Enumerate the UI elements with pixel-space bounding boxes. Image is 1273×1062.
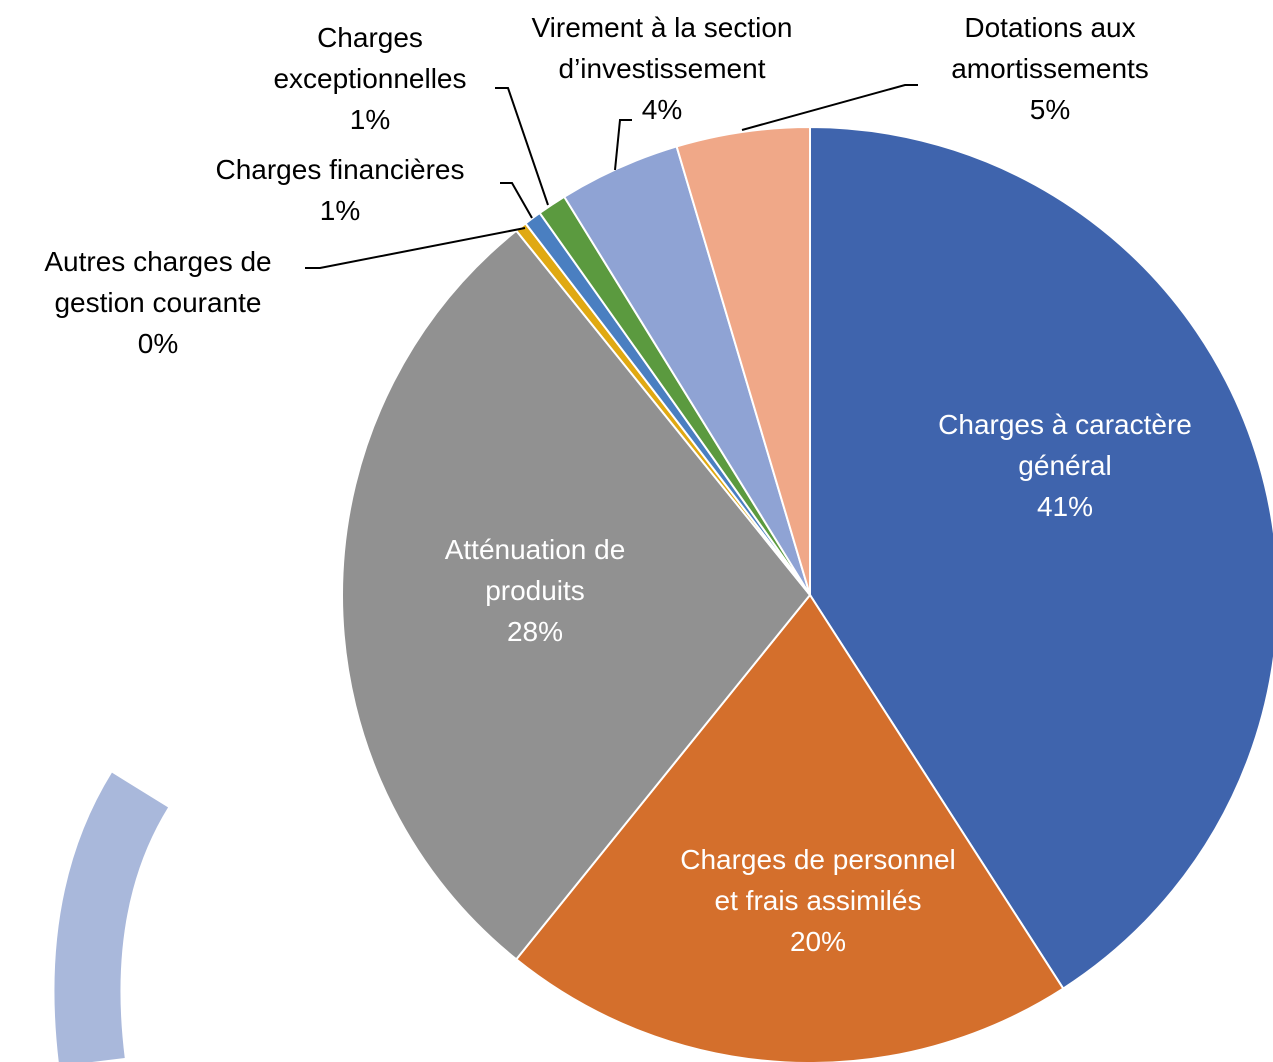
category-label: Charges à caractère général (938, 409, 1192, 481)
data-label: Charges de personnel et frais assimilés 2… (668, 839, 968, 962)
data-label: Atténuation de produits 28% (405, 529, 665, 652)
value-label: 20% (789, 926, 847, 957)
category-label: Charges exceptionnelles (273, 22, 467, 94)
category-label: Charges financières (215, 154, 465, 185)
value-label: 5% (1029, 94, 1071, 125)
data-label: Virement à la section d’investissement 4% (487, 7, 837, 130)
pie-slice (675, 125, 811, 596)
pie (341, 125, 1273, 1062)
category-label: Atténuation de produits (444, 534, 626, 606)
category-label: Dotations aux amortissements (951, 12, 1149, 84)
category-label: Virement à la section d’investissement (531, 12, 793, 84)
pie-slice (341, 229, 812, 961)
leader-line (741, 84, 918, 131)
pie-slice (514, 593, 1065, 1062)
value-label: 28% (506, 616, 564, 647)
data-label: Charges à caractère général 41% (895, 404, 1235, 527)
value-label: 41% (1036, 491, 1094, 522)
leader-line (614, 119, 632, 171)
value-label: 4% (641, 94, 683, 125)
value-label: 1% (319, 195, 361, 226)
data-label: Autres charges de gestion courante 0% (3, 241, 313, 364)
decor-ring (54, 772, 169, 1062)
category-label: Autres charges de gestion courante (44, 246, 272, 318)
data-label: Dotations aux amortissements 5% (910, 7, 1190, 130)
data-label: Charges exceptionnelles 1% (240, 17, 500, 140)
leader-line (305, 227, 526, 269)
data-label: Charges financières 1% (170, 149, 510, 231)
category-label: Charges de personnel et frais assimilés (680, 844, 956, 916)
value-label: 0% (137, 328, 179, 359)
leader-line (500, 182, 533, 219)
leader-line (495, 87, 549, 206)
value-label: 1% (349, 104, 391, 135)
leader-lines (305, 84, 918, 269)
